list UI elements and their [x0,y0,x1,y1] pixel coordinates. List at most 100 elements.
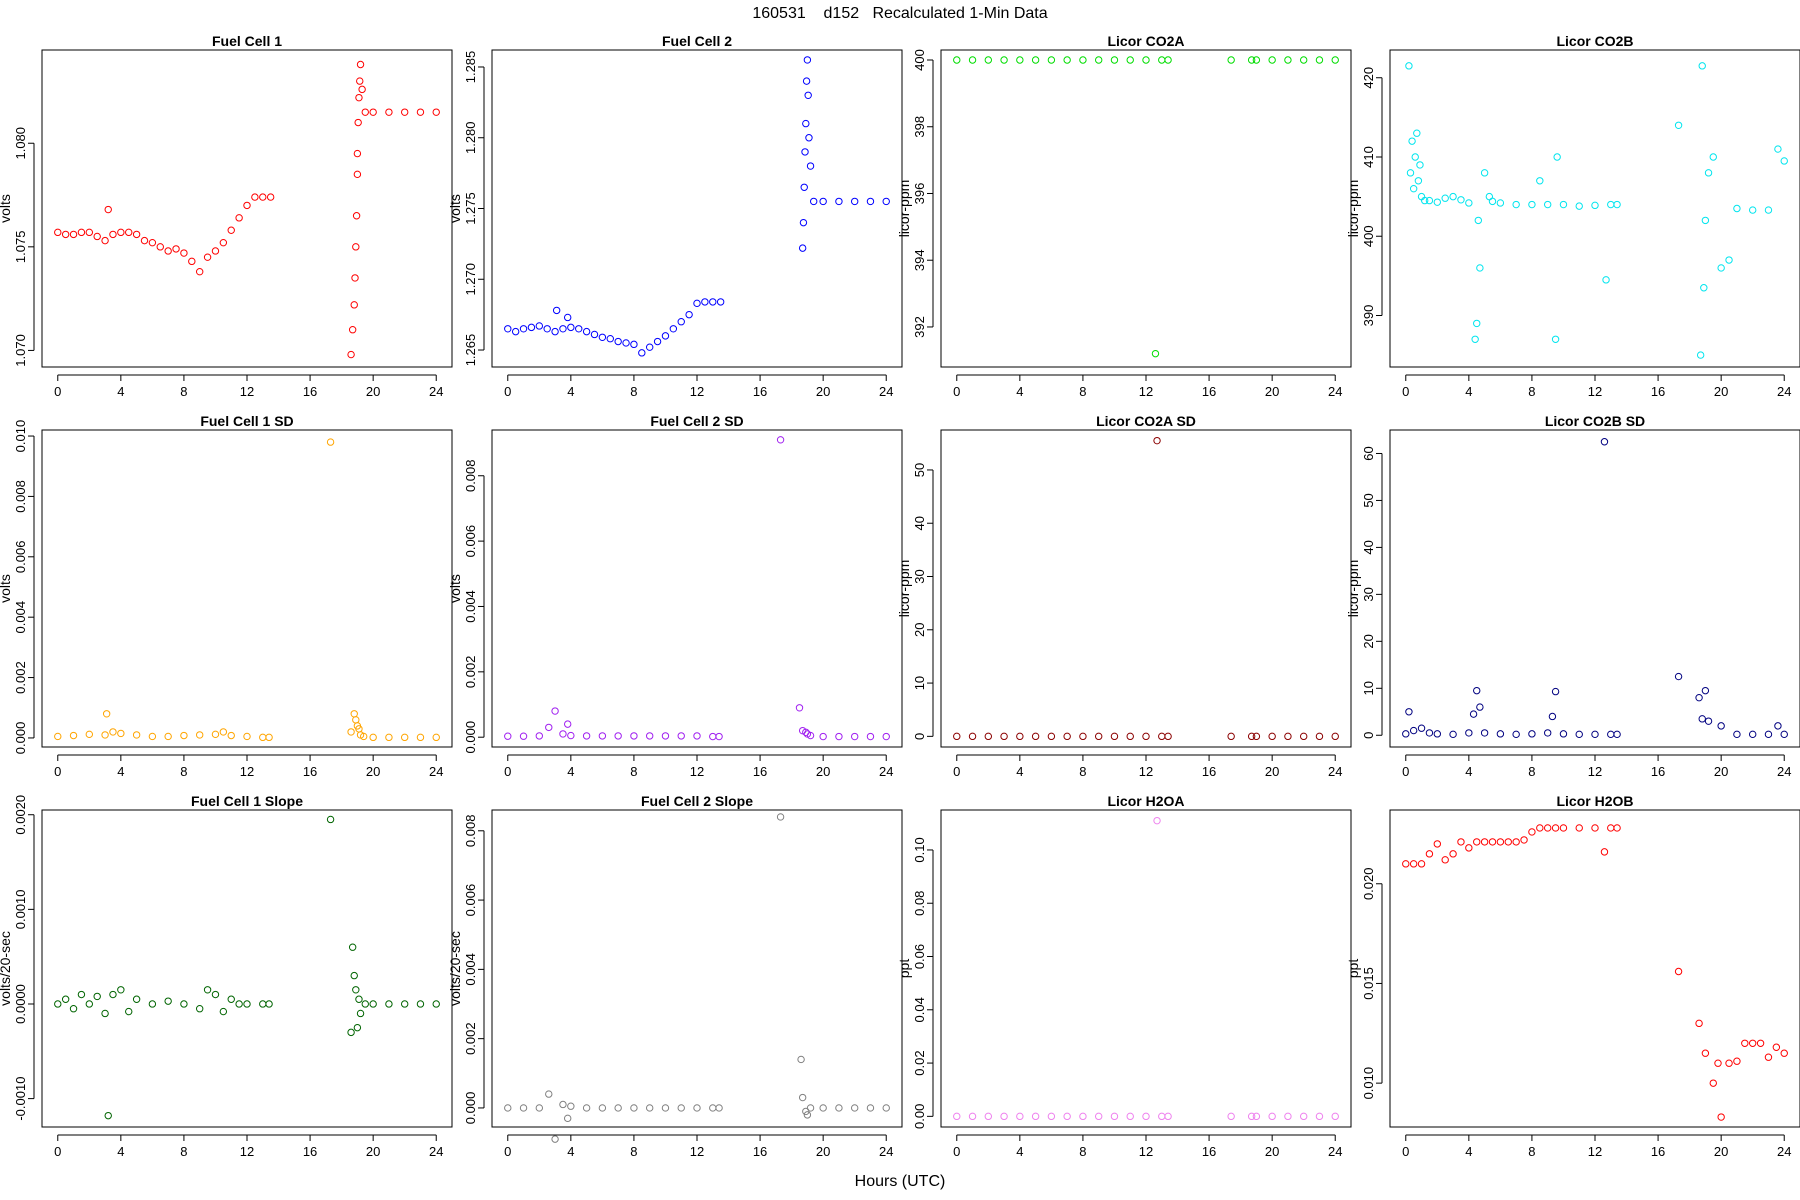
data-point [203,253,212,261]
data-point [882,197,890,206]
data-point [1016,56,1024,64]
data-point [1417,860,1426,868]
data-point [809,197,818,206]
x-tick-label: 24 [429,384,443,399]
data-point [1000,56,1008,64]
data-point [582,1104,591,1112]
data-point [953,1112,961,1121]
data-point [799,218,808,227]
data-point [1413,129,1421,137]
y-axis-label: volts [0,194,13,223]
data-point [101,731,109,739]
data-point [1094,1112,1103,1121]
data-point [802,1107,810,1116]
data-point [219,1007,228,1016]
data-point [797,1055,805,1064]
data-point [243,1000,251,1008]
data-point [1600,848,1609,856]
panel-title: Fuel Cell 1 Slope [191,793,303,809]
data-point [1406,169,1415,177]
data-point [326,438,335,446]
x-tick-label: 4 [1465,384,1472,399]
data-point [1284,732,1292,741]
y-tick-label: 394 [912,249,927,271]
data-point [1079,56,1087,64]
x-tick-label: 8 [630,764,637,779]
plot-frame [940,809,1352,1128]
data-points [953,56,1339,358]
data-point [1469,710,1478,718]
data-point [125,228,133,237]
data-point [1674,967,1683,976]
panel-title: Licor CO2A SD [1096,413,1196,429]
data-point [1591,730,1599,739]
x-tick-label: 12 [1588,764,1602,779]
data-point [265,1000,273,1008]
x-tick-label: 20 [1265,1144,1279,1159]
data-point [638,349,646,357]
y-tick-label: 0.008 [13,480,28,513]
data-point [356,1009,365,1018]
y-axis-label: volts/20-sec [447,931,463,1006]
data-point [1741,1039,1749,1047]
data-point [1536,177,1544,185]
data-point [1528,730,1536,738]
data-point [1696,351,1705,359]
data-point [352,986,360,994]
panel-4: Fuel Cell 1 SD 0 4 8 12 16 20 24 0.000 0.002 0.004… [0,413,453,779]
data-point [172,245,180,253]
y-tick-label: 0.006 [13,541,28,574]
data-point [984,732,993,741]
data-point [795,704,804,712]
panel-6: Licor CO2A SD 0 4 8 12 16 20 24 0 10 20 30 40 50 licor… [896,413,1352,779]
data-point [211,247,220,255]
y-tick-label: 0.10 [912,837,927,862]
data-point [1142,56,1150,64]
data-point [1733,730,1741,739]
data-point [582,732,591,740]
y-tick-label: 0.08 [912,891,927,916]
panel-title: Licor H2OB [1556,793,1633,809]
data-point [802,119,810,128]
data-points [1405,62,1788,359]
data-point [385,108,393,116]
data-point [563,313,572,322]
x-tick-label: 20 [1265,764,1279,779]
x-tick-label: 8 [630,1144,637,1159]
data-point [1553,153,1561,161]
y-axis-label: licor-ppm [896,180,912,238]
data-point [348,326,357,334]
x-tick-label: 20 [816,1144,830,1159]
y-tick-label: 410 [1361,146,1376,168]
data-point [148,732,157,741]
data-point [164,997,172,1005]
data-point [1110,732,1119,741]
data-point [551,707,559,715]
data-point [559,1100,567,1109]
data-point [1704,169,1713,177]
x-tick-label: 24 [1777,1144,1791,1159]
data-point [504,325,512,333]
data-point [835,197,843,206]
y-tick-label: 0.008 [463,815,478,848]
data-point [519,325,528,333]
data-point [1551,335,1560,343]
data-point [347,1028,355,1037]
y-tick-label: 392 [912,316,927,338]
x-tick-label: 8 [1528,384,1535,399]
data-point [1158,1112,1166,1121]
data-point [195,1005,204,1013]
data-point [1433,840,1442,848]
x-tick-label: 16 [1651,1144,1665,1159]
x-tick-label: 16 [1202,384,1216,399]
y-tick-label: 396 [912,183,927,205]
x-tick-label: 24 [1777,764,1791,779]
data-point [1247,1112,1256,1121]
data-point [1480,838,1489,846]
data-point [1158,56,1166,64]
data-point [1512,200,1520,209]
data-point [1548,712,1557,721]
x-tick-label: 0 [54,384,61,399]
x-tick-label: 20 [366,1144,380,1159]
data-point [1496,838,1505,846]
